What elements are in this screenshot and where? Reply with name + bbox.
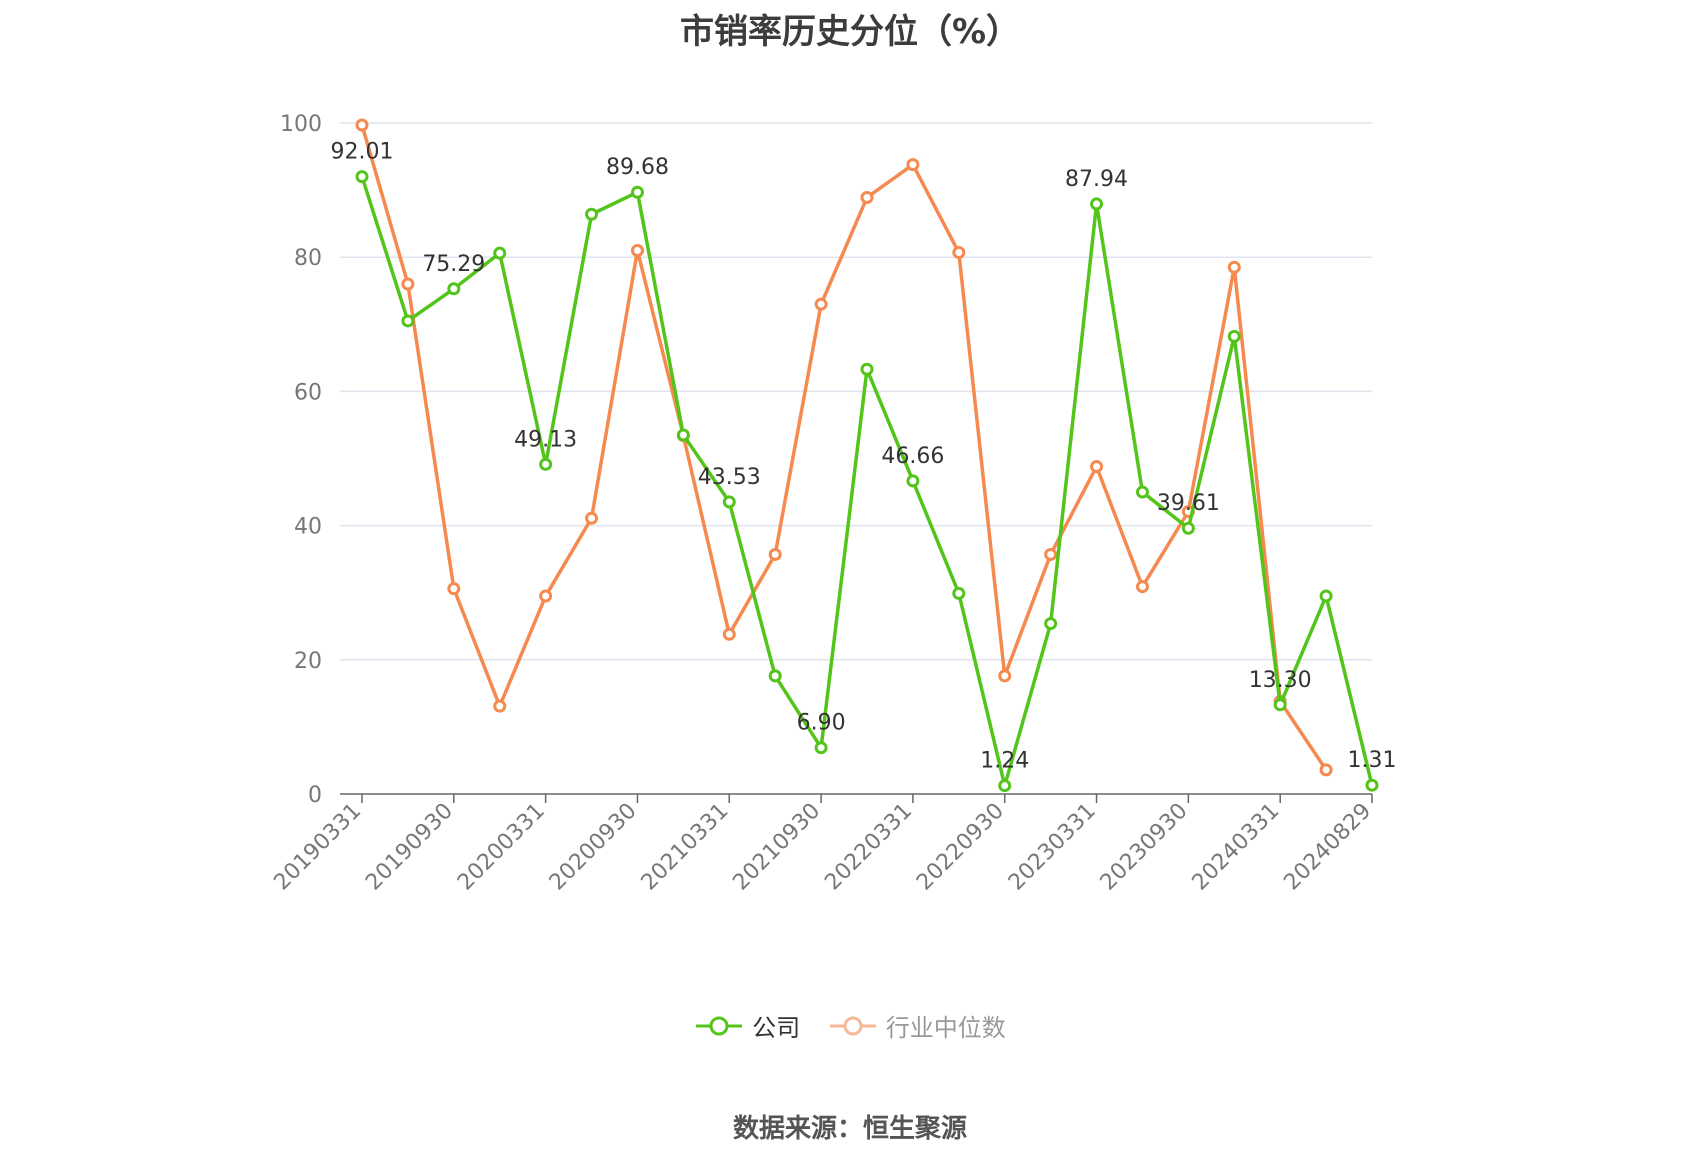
data-label: 49.13 xyxy=(514,427,577,452)
data-point xyxy=(1044,547,1058,561)
data-point xyxy=(1135,580,1149,594)
data-point xyxy=(860,362,874,376)
legend-item-company[interactable]: 公司 xyxy=(694,1008,800,1043)
data-point xyxy=(906,158,920,172)
x-tick-label: 20230331 xyxy=(1004,799,1101,896)
data-point xyxy=(1319,589,1333,603)
data-point xyxy=(447,282,461,296)
data-point xyxy=(768,669,782,683)
x-tick-label: 20200331 xyxy=(453,799,550,896)
x-axis: 2019033120190930202003312020093020210331… xyxy=(269,793,1376,896)
x-tick-label: 20220930 xyxy=(912,799,1009,896)
data-point xyxy=(952,246,966,260)
data-label: 6.90 xyxy=(797,711,846,736)
data-label: 87.94 xyxy=(1065,167,1128,192)
data-point xyxy=(952,586,966,600)
y-axis: 0 20 40 60 80 100 xyxy=(280,112,322,808)
data-source: 数据来源：恒生聚源 xyxy=(732,1114,967,1144)
series-company xyxy=(355,170,1379,793)
chart-title: 市销率历史分位（%） xyxy=(679,12,1021,52)
data-point xyxy=(998,779,1012,793)
series-line xyxy=(360,124,1328,771)
legend-label-industry-median: 行业中位数 xyxy=(885,1014,1006,1042)
data-point xyxy=(539,457,553,471)
data-point xyxy=(722,627,736,641)
data-point xyxy=(676,428,690,442)
x-tick-label: 20210930 xyxy=(728,799,825,896)
data-point xyxy=(722,495,736,509)
data-point xyxy=(1090,197,1104,211)
grid-lines xyxy=(340,122,1372,661)
data-point xyxy=(1181,521,1195,535)
data-point xyxy=(1273,698,1287,712)
legend-company-marker-icon xyxy=(696,1016,743,1035)
data-point xyxy=(1319,763,1333,777)
data-label: 39.61 xyxy=(1157,491,1220,516)
x-tick-label: 20230930 xyxy=(1096,799,1193,896)
data-label: 89.68 xyxy=(606,155,669,180)
y-tick-label: 60 xyxy=(294,380,322,405)
data-point xyxy=(493,699,507,713)
data-point xyxy=(906,474,920,488)
data-point xyxy=(1135,485,1149,499)
x-tick-label: 20240829 xyxy=(1279,799,1376,896)
y-tick-label: 100 xyxy=(280,112,322,137)
data-point xyxy=(355,118,369,132)
data-point xyxy=(585,207,599,221)
y-tick-label: 40 xyxy=(294,515,322,540)
data-label: 75.29 xyxy=(422,252,485,277)
data-point xyxy=(998,669,1012,683)
data-point xyxy=(860,190,874,204)
data-label: 43.53 xyxy=(698,465,761,490)
data-point xyxy=(768,547,782,561)
legend-industry-marker-icon xyxy=(829,1016,876,1035)
y-tick-label: 20 xyxy=(294,649,322,674)
x-tick-label: 20240331 xyxy=(1188,799,1285,896)
series-line xyxy=(360,176,1374,788)
y-tick-label: 80 xyxy=(294,246,322,271)
data-label: 13.30 xyxy=(1249,668,1312,693)
data-point xyxy=(355,170,369,184)
data-label: 92.01 xyxy=(331,140,394,165)
data-point xyxy=(493,246,507,260)
data-point xyxy=(401,277,415,291)
data-point xyxy=(401,314,415,328)
series-layer xyxy=(355,118,1379,793)
data-point xyxy=(630,185,644,199)
x-tick-label: 20190930 xyxy=(361,799,458,896)
legend: 公司 行业中位数 xyxy=(0,1008,1700,1044)
data-point xyxy=(539,589,553,603)
data-point xyxy=(1227,260,1241,274)
data-point xyxy=(447,582,461,596)
x-tick-label: 20210331 xyxy=(637,799,734,896)
data-point xyxy=(1090,460,1104,474)
data-point xyxy=(585,511,599,525)
x-tick-label: 20190331 xyxy=(269,799,366,896)
data-point xyxy=(814,297,828,311)
data-point xyxy=(1044,617,1058,631)
data-labels: 92.01 75.29 49.13 89.68 43.53 6.90 46.66 1.24 87… xyxy=(331,140,1397,774)
data-point xyxy=(630,243,644,257)
legend-item-industry-median[interactable]: 行业中位数 xyxy=(828,1008,1006,1043)
legend-label-company: 公司 xyxy=(752,1014,801,1042)
x-tick-label: 20220331 xyxy=(820,799,917,896)
data-label: 46.66 xyxy=(881,444,944,469)
data-point xyxy=(1227,329,1241,343)
data-label: 1.31 xyxy=(1348,748,1397,773)
data-point xyxy=(814,741,828,755)
series-industry-median xyxy=(355,118,1333,777)
y-tick-label: 0 xyxy=(308,783,322,808)
data-label: 1.24 xyxy=(980,749,1029,774)
data-point xyxy=(1365,778,1379,792)
x-tick-label: 20200930 xyxy=(545,799,642,896)
